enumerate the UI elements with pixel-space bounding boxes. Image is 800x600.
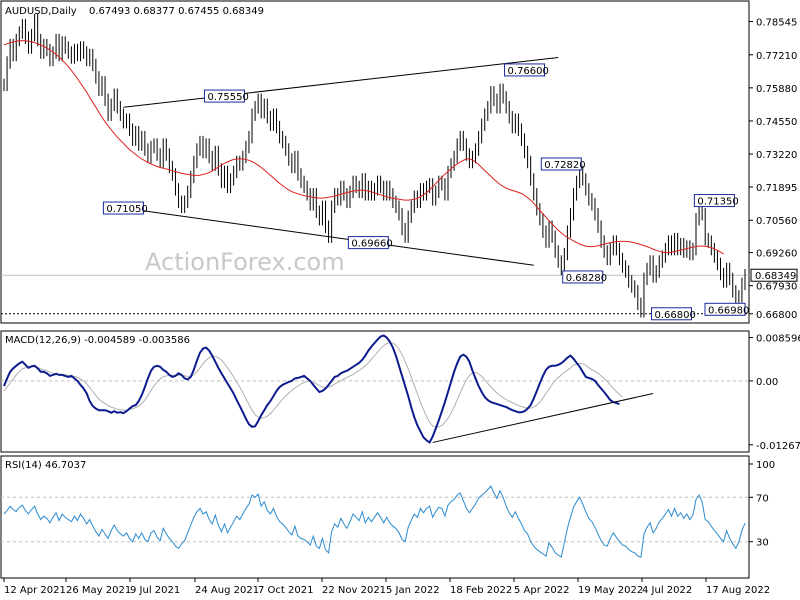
level-annotation-box [347, 236, 389, 250]
current-price-box [750, 268, 798, 282]
level-annotation-box [102, 201, 144, 215]
current-price-label: 0.68349 [755, 271, 796, 282]
level-annotation-box [203, 89, 245, 103]
x-tick-label: 7 Oct 2021 [258, 585, 313, 596]
rsi-line [3, 485, 746, 559]
price-pane-frame [0, 0, 750, 324]
macd-title: MACD(12,26,9) -0.004589 -0.003586 [5, 335, 190, 346]
axis-layer: 0.78545 0.77210 0.75880 0.74550 0.73220 0.718… [3, 18, 800, 596]
level-annotation-label: 0.69660 [351, 239, 392, 250]
price-y-tick-label: 0.71895 [756, 183, 797, 194]
level-annotation-box [562, 270, 604, 284]
macd-trendline [432, 393, 654, 443]
level-annotation-box [504, 63, 546, 77]
price-y-tick-label: 0.74550 [756, 117, 797, 128]
x-tick-label: 26 May 2021 [66, 585, 131, 596]
chart-ohlc: 0.67493 0.68377 0.67455 0.68349 [89, 6, 264, 17]
level-annotation-label: 0.75550 [207, 92, 248, 103]
macd-layer [1, 334, 749, 444]
trendline [123, 56, 559, 108]
x-tick-label: 4 Jul 2022 [642, 585, 692, 596]
x-tick-label: 18 Feb 2022 [450, 585, 512, 596]
rsi-y-tick-label: 70 [756, 493, 769, 504]
price-y-tick-label: 0.73220 [756, 150, 797, 161]
macd-pane-frame [0, 330, 750, 453]
level-annotation-label: 0.72820 [544, 160, 585, 171]
level-annotation-label: 0.71050 [106, 204, 147, 215]
price-y-tick-label: 0.78545 [756, 18, 797, 29]
price-y-tick-label: 0.70560 [756, 216, 797, 227]
price-y-tick-label: 0.69260 [756, 249, 797, 260]
level-annotation-box [651, 307, 693, 321]
rsi-title: RSI(14) 46.7037 [5, 460, 86, 471]
macd-y-tick-label: 0.008596 [756, 334, 800, 345]
level-annotation-label: 0.66980 [708, 305, 749, 316]
x-tick-label: 5 Jan 2022 [386, 585, 440, 596]
x-tick-label: 5 Apr 2022 [514, 585, 569, 596]
price-y-tick-label: 0.77210 [756, 51, 797, 62]
macd-y-tick-label: 0.00 [756, 377, 778, 388]
macd-y-tick-label: -0.01267 [756, 441, 800, 452]
x-tick-label: 19 May 2022 [578, 585, 643, 596]
x-tick-label: 12 Apr 2021 [4, 585, 66, 596]
macd-signal-line [3, 342, 623, 428]
x-tick-label: 17 Aug 2022 [706, 585, 770, 596]
level-annotation-label: 0.76600 [508, 66, 549, 77]
level-annotation-box [693, 194, 735, 208]
watermark: ActionForex.com [145, 248, 345, 276]
macd-line [3, 334, 620, 444]
trendline [123, 207, 534, 266]
level-annotation-box [704, 302, 746, 316]
rsi-y-tick-label: 100 [756, 460, 775, 471]
price-y-tick-label: 0.66800 [756, 310, 797, 321]
level-annotation-label: 0.68280 [566, 273, 607, 284]
level-annotation-label: 0.71350 [697, 197, 738, 208]
x-tick-label: 24 Aug 2021 [195, 585, 259, 596]
rsi-y-tick-label: 30 [756, 538, 769, 549]
rsi-layer [1, 485, 749, 559]
price-y-tick-label: 0.75880 [756, 84, 797, 95]
x-tick-label: 9 Jul 2021 [130, 585, 180, 596]
moving-average-line [3, 40, 724, 255]
chart-symbol: AUDUSD,Daily [5, 6, 77, 17]
price-layer: 0.71050 0.75550 0.69660 0.76600 0.72820 0.682… [1, 13, 749, 321]
x-tick-label: 22 Nov 2021 [322, 585, 386, 596]
level-annotation-box [540, 157, 582, 171]
price-y-tick-label: 0.67930 [756, 282, 797, 293]
level-annotation-label: 0.66800 [655, 310, 696, 321]
